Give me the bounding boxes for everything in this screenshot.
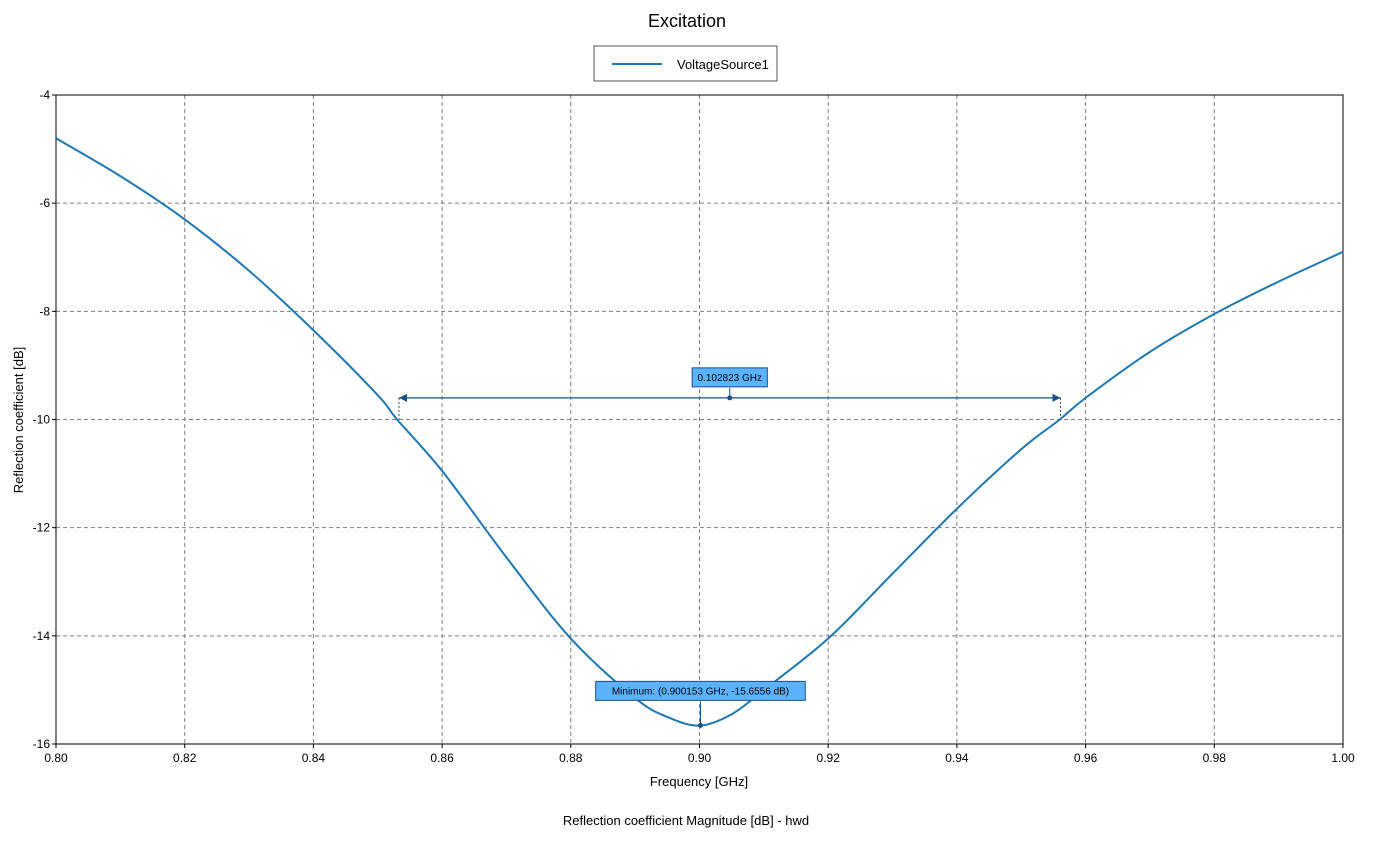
x-tick-label: 0.92 [817,751,841,765]
y-tick-label: -6 [39,196,50,210]
bandwidth-arrow-right [1052,393,1061,402]
x-tick-label: 0.90 [688,751,712,765]
bandwidth-marker [398,387,1062,420]
x-tick-label: 0.84 [302,751,326,765]
x-tick-label: 0.82 [173,751,197,765]
y-axis-label: Reflection coefficient [dB] [11,347,26,493]
x-tick-label: 0.88 [559,751,583,765]
chart-title: Excitation [648,11,726,31]
minimum-marker [697,701,703,728]
y-tick-label: -12 [33,521,51,535]
chart-footer: Reflection coefficient Magnitude [dB] - … [563,813,809,828]
bandwidth-arrow-left [398,393,407,402]
x-axis-label: Frequency [GHz] [650,774,748,789]
legend-label: VoltageSource1 [677,57,769,72]
x-tick-label: 0.96 [1074,751,1098,765]
y-tick-label: -14 [33,629,51,643]
bandwidth-label: 0.102823 GHz [691,367,768,388]
bandwidth-label-box [691,367,768,388]
y-tick-label: -4 [39,88,50,102]
x-tick-label: 0.98 [1203,751,1227,765]
series-line-voltagesource1 [55,137,1344,727]
x-tick-label: 0.80 [44,751,68,765]
grid-layer [56,95,1343,744]
y-tick-label: -16 [33,737,51,751]
annotation-layer: 0.102823 GHz Minimum: (0.900153 GHz, -15.… [398,367,1062,728]
minimum-label-box [595,680,806,701]
x-tick-label: 0.86 [430,751,454,765]
minimum-label-text: Minimum: (0.900153 GHz, -15.6556 dB) [612,686,789,697]
x-axis-ticks: 0.80 0.82 0.84 0.86 0.88 0.90 0.92 0.94 0.96 0.98… [44,744,1355,765]
y-tick-label: -10 [33,413,51,427]
x-tick-label: 1.00 [1331,751,1355,765]
minimum-label: Minimum: (0.900153 GHz, -15.6556 dB) [595,680,806,701]
y-axis-ticks: -4 -6 -8 -10 -12 -14 -16 [33,88,56,751]
bandwidth-label-text: 0.102823 GHz [697,373,762,384]
legend: VoltageSource1 [593,45,778,82]
series-layer [55,137,1344,727]
y-tick-label: -8 [39,304,50,318]
x-tick-label: 0.94 [945,751,969,765]
